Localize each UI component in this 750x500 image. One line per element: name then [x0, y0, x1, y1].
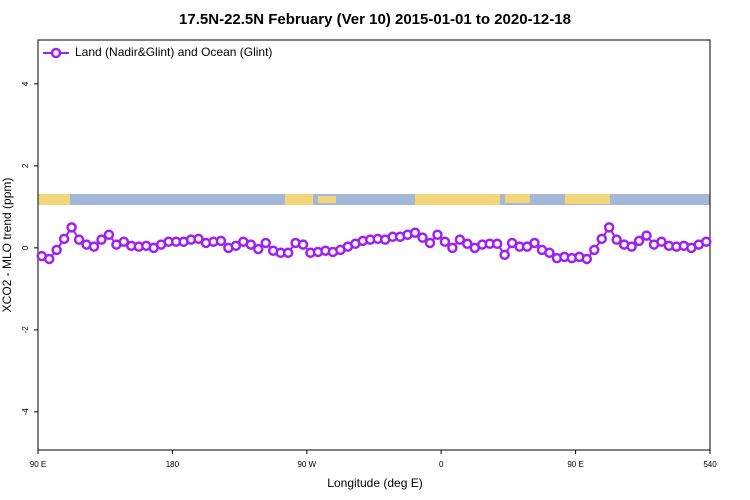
data-point: [253, 243, 264, 255]
data-point: [88, 241, 100, 252]
data-point: [297, 239, 309, 250]
data-point: [73, 234, 85, 245]
x-tick-label: 90 E: [30, 460, 46, 469]
y-axis-label: XCO2 - MLO trend (ppm): [0, 178, 14, 313]
data-point: [193, 233, 204, 245]
y-tick-label: 4: [21, 81, 30, 86]
data-point: [656, 236, 667, 247]
x-tick-label: 90 W: [297, 460, 316, 469]
data-point: [581, 253, 593, 265]
x-axis-label: Longitude (deg E): [327, 476, 422, 490]
data-point: [230, 240, 242, 252]
data-point: [409, 227, 421, 238]
data-point: [626, 241, 637, 252]
y-tick-label: -4: [21, 408, 30, 416]
data-point: [447, 242, 458, 254]
data-point: [215, 235, 227, 247]
data-point: [439, 236, 451, 247]
data-point: [589, 244, 600, 256]
data-point: [245, 239, 257, 250]
y-tick-label: 0: [21, 245, 30, 250]
data-point: [424, 237, 436, 249]
data-point: [103, 229, 115, 240]
data-point: [417, 232, 428, 243]
x-tick-label: 180: [166, 460, 180, 469]
data-point: [633, 235, 645, 247]
data-point: [96, 234, 107, 245]
data-point: [529, 237, 540, 249]
data-point: [544, 247, 555, 259]
data-point: [118, 236, 130, 247]
data-point: [596, 233, 607, 245]
y-tick-label: 2: [21, 163, 30, 168]
data-point: [491, 238, 503, 250]
data-point: [701, 236, 712, 247]
data-point: [603, 222, 615, 233]
data-point: [282, 247, 294, 259]
x-tick-label: 90 E: [567, 460, 583, 469]
data-point: [66, 222, 77, 233]
x-tick-label: 540: [703, 460, 717, 469]
chart-title: 17.5N-22.5N February (Ver 10) 2015-01-01…: [179, 11, 571, 28]
data-point: [499, 249, 510, 261]
x-tick-label: 0: [439, 460, 444, 469]
data-point: [58, 233, 70, 245]
y-tick-label: -2: [21, 326, 30, 334]
data-point: [51, 244, 62, 256]
data-point: [462, 238, 473, 250]
data-point: [432, 229, 443, 240]
data-point: [43, 253, 55, 265]
data-point: [260, 237, 271, 249]
map-band: [38, 194, 710, 205]
legend-label: Land (Nadir&Glint) and Ocean (Glint): [75, 45, 272, 59]
legend-marker: [50, 47, 62, 59]
data-point: [454, 234, 466, 245]
data-point: [611, 234, 622, 245]
data-point: [641, 230, 652, 241]
